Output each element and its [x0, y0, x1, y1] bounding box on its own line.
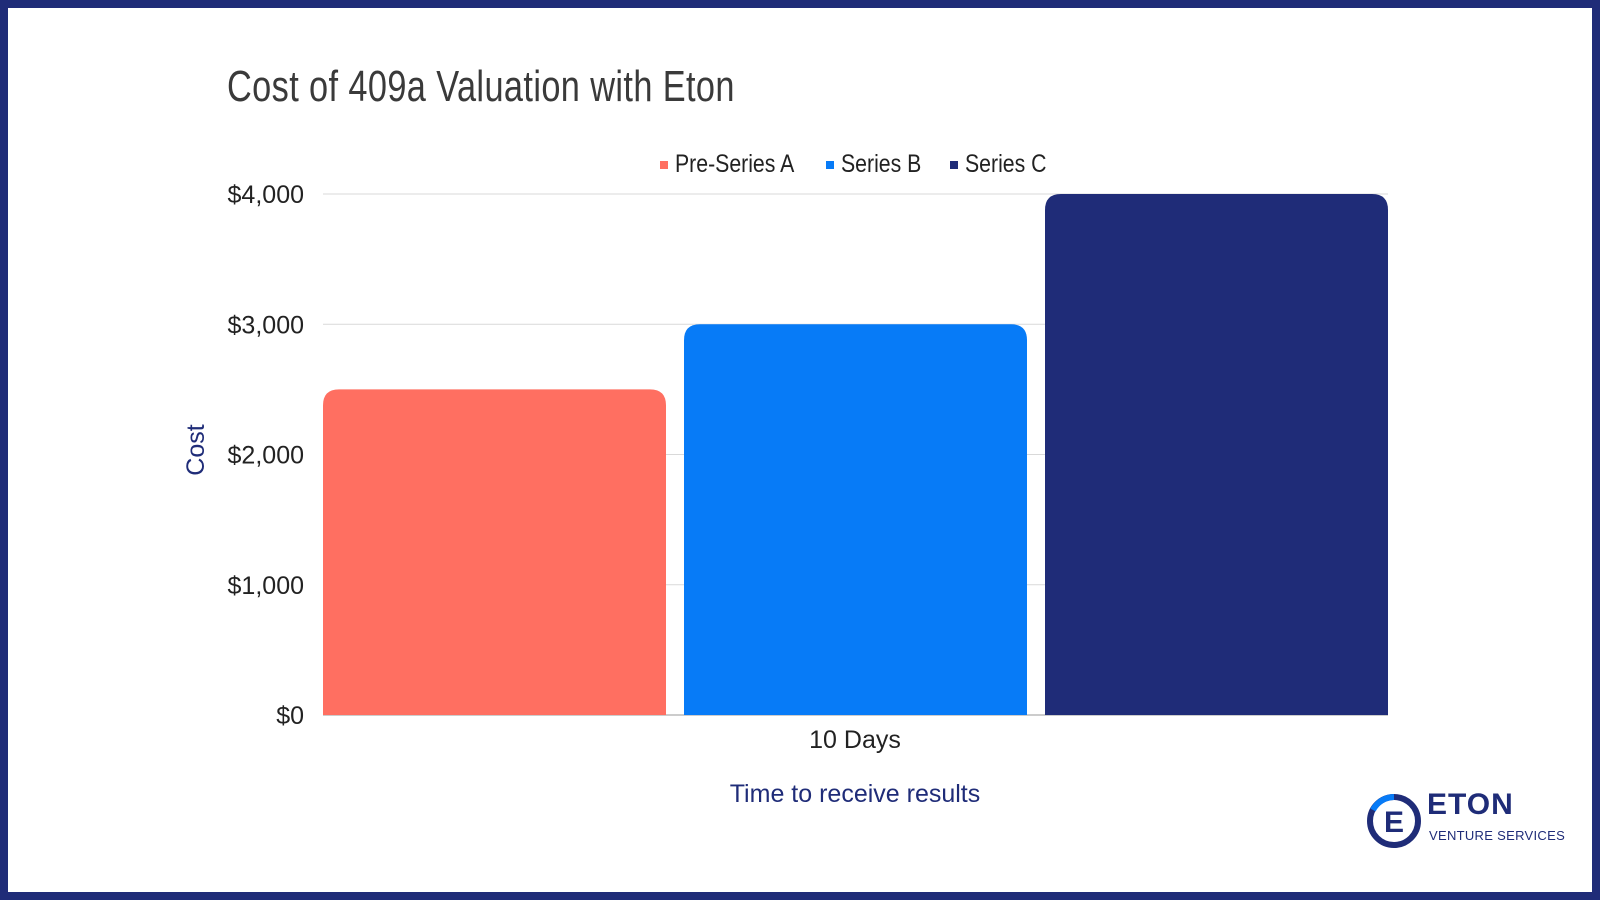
- y-tick-label: $4,000: [228, 181, 304, 209]
- y-tick-label: $3,000: [228, 311, 304, 339]
- y-tick-label: $2,000: [228, 442, 304, 470]
- bar-series-b: [684, 324, 1027, 715]
- logo-tagline: VENTURE SERVICES: [1429, 828, 1566, 843]
- chart-legend: Pre-Series A Series B Series C: [0, 150, 1600, 190]
- logo-wordmark: ETON: [1427, 788, 1514, 821]
- eton-logo: E ETON VENTURE SERVICES: [1365, 788, 1566, 852]
- x-axis-title: Time to receive results: [730, 780, 981, 808]
- legend-item-series-c: Series C: [950, 150, 1061, 179]
- chart-title: Cost of 409a Valuation with Eton: [227, 62, 735, 111]
- legend-item-series-b: Series B: [826, 150, 935, 179]
- legend-label: Series C: [965, 150, 1047, 178]
- legend-item-pre-series-a: Pre-Series A: [660, 150, 815, 179]
- svg-text:E: E: [1384, 806, 1404, 839]
- y-axis-ticks: $0 $1,000 $2,000 $3,000 $4,000: [228, 181, 304, 730]
- bar-pre-series-a: [323, 389, 666, 715]
- x-tick-label: 10 Days: [809, 726, 901, 754]
- legend-label: Pre-Series A: [675, 150, 795, 178]
- y-axis-title: Cost: [182, 424, 210, 475]
- bar-series-c: [1045, 194, 1388, 715]
- legend-swatch: [660, 160, 668, 169]
- legend-swatch: [826, 160, 834, 169]
- legend-label: Series B: [841, 150, 922, 178]
- y-tick-label: $0: [276, 702, 304, 730]
- bars: [323, 194, 1388, 715]
- legend-swatch: [950, 160, 958, 169]
- eton-logo-icon: E: [1367, 794, 1421, 848]
- y-tick-label: $1,000: [228, 572, 304, 600]
